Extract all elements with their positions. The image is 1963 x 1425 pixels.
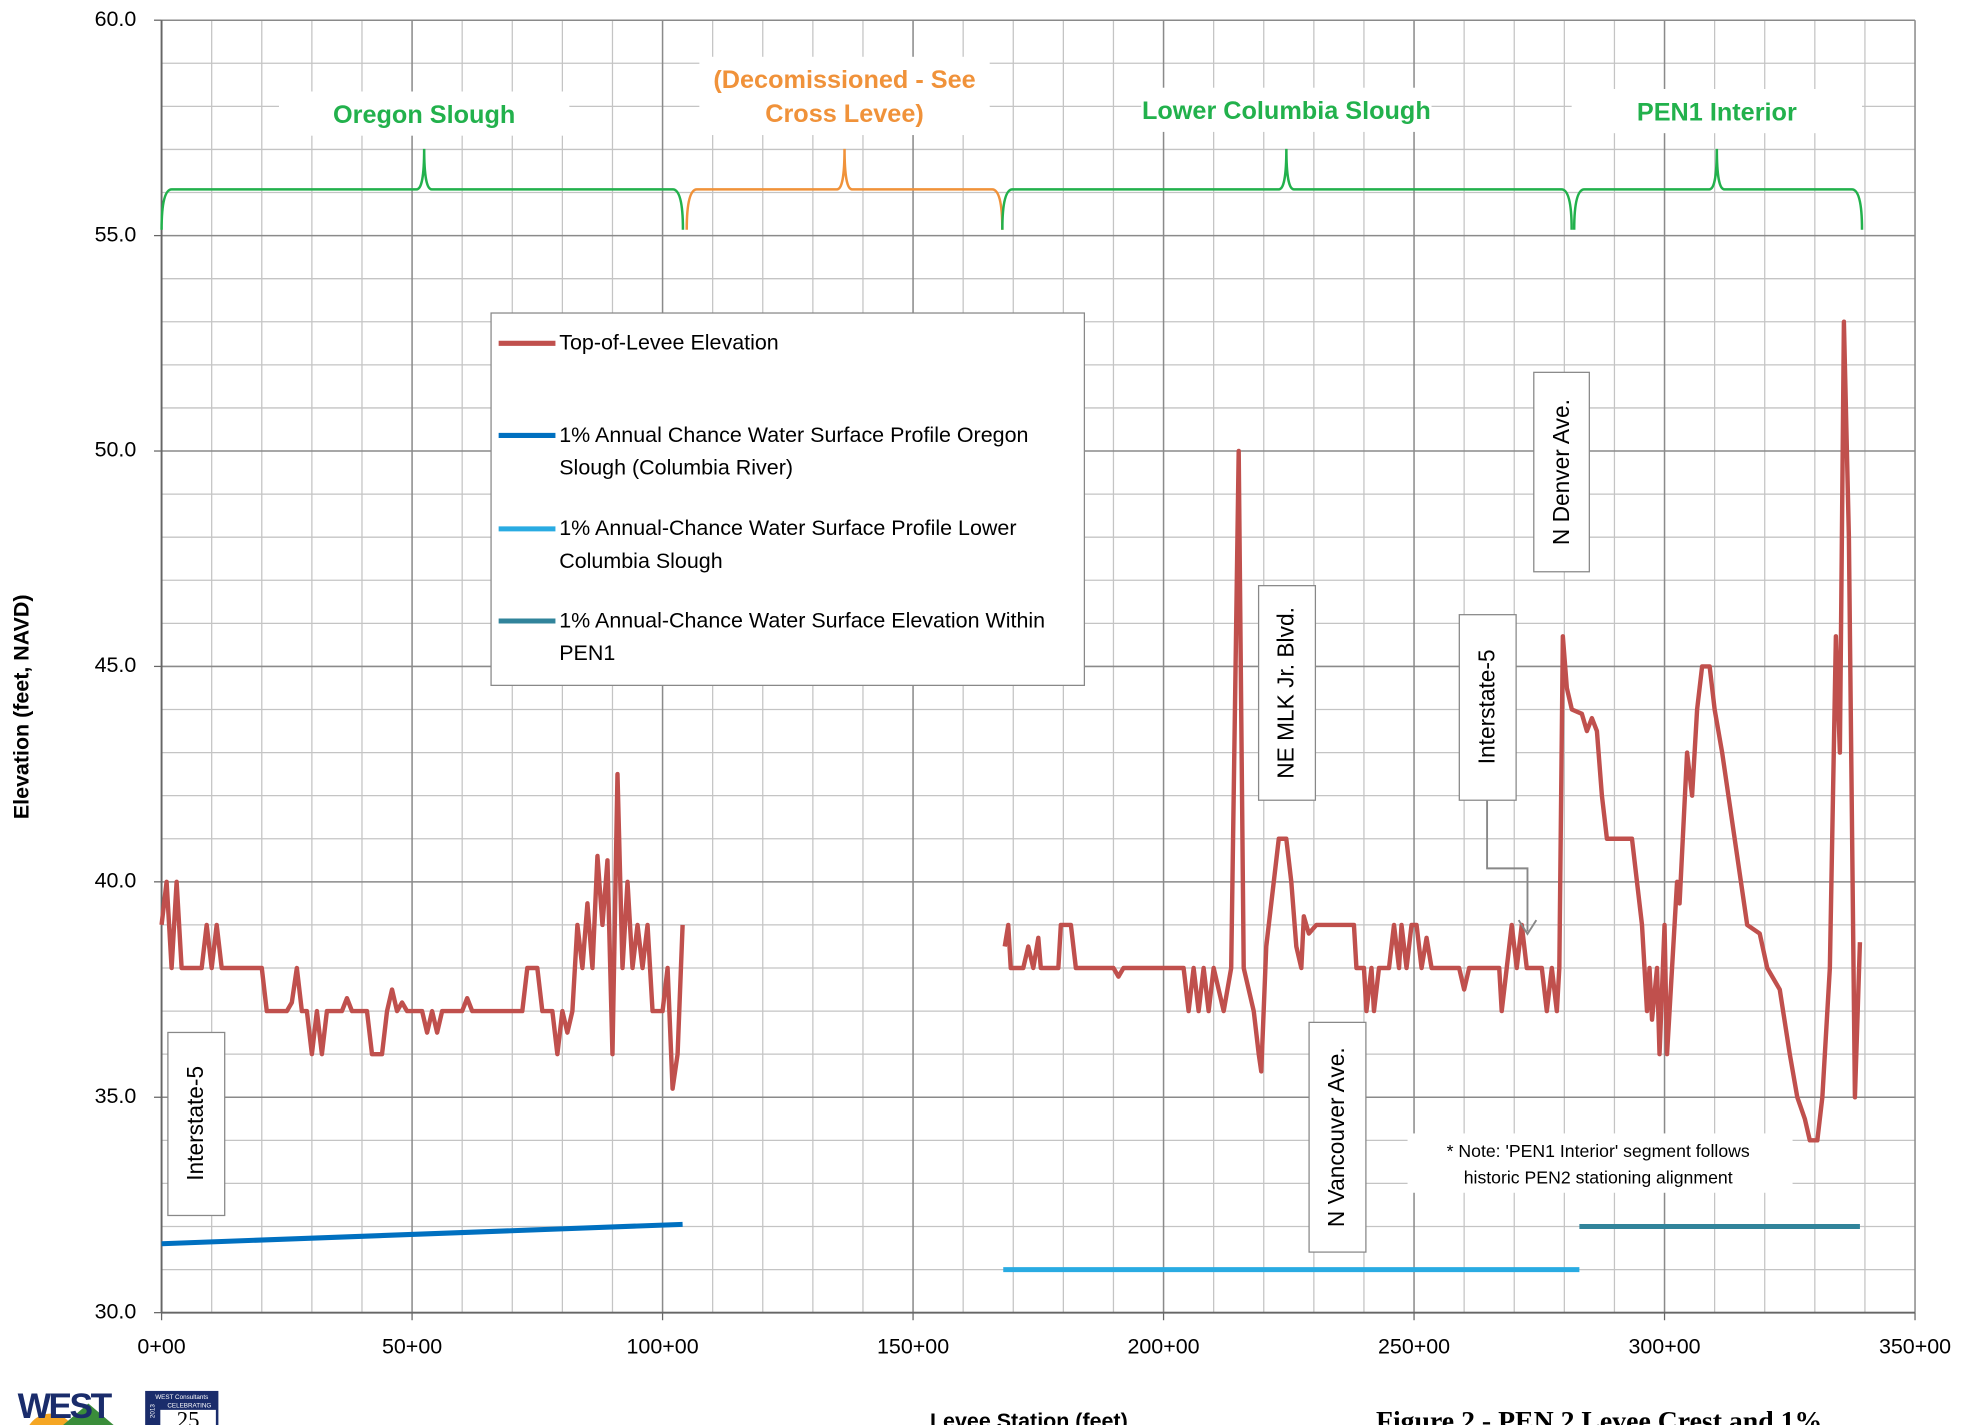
x-tick-label: 50+00: [382, 1335, 442, 1359]
section-label: PEN1 Interior: [1637, 98, 1797, 126]
legend-label: 1% Annual-Chance Water Surface Elevation…: [559, 608, 1046, 666]
legend-box: [490, 312, 1086, 686]
x-tick-label: 300+00: [1628, 1335, 1700, 1359]
figure-title: Figure 2 - PEN 2 Levee Crest and 1%: [1376, 1406, 1822, 1425]
note: historic PEN2 stationing alignment: [1464, 1168, 1733, 1188]
series-line: [159, 319, 1863, 1143]
section-bracket: [685, 148, 1004, 230]
annotations: Interstate-5 NE MLK Jr. Blvd. N Vancouve…: [167, 371, 1793, 1253]
x-tick-label: 250+00: [1378, 1335, 1450, 1359]
section-label: Cross Levee): [765, 100, 924, 128]
annotation: Interstate-5: [182, 1066, 208, 1181]
logo-number-bg: [160, 1409, 216, 1425]
arrow-head: [1517, 919, 1538, 936]
x-tick-label: 350+00: [1879, 1335, 1951, 1359]
legend-label: Top-of-Levee Elevation: [559, 330, 779, 355]
logo-company: WEST Consultants: [155, 1394, 208, 1401]
y-tick-label: 40.0: [95, 869, 137, 893]
y-tick-label: 30.0: [95, 1299, 137, 1323]
section-label-bg: [1141, 87, 1432, 132]
y-tick-label: 35.0: [95, 1084, 137, 1108]
annotation: N Denver Ave.: [1548, 399, 1574, 545]
y-tick-label: 60.0: [95, 7, 137, 31]
note: * Note: 'PEN1 Interior' segment follows: [1447, 1141, 1750, 1161]
y-tick-label: 55.0: [95, 222, 137, 246]
annotation-box: [1533, 371, 1590, 573]
legend: [498, 340, 556, 624]
x-tick-label: 150+00: [877, 1335, 949, 1359]
annotation: Interstate-5: [1473, 649, 1499, 764]
y-axis-title: Elevation (feet, NAVD): [9, 594, 33, 819]
section-bracket: [1001, 148, 1573, 230]
logo-tagline: CELEBRATING: [167, 1403, 211, 1410]
x-tick-label: 0+00: [137, 1335, 185, 1359]
series-line: [161, 1221, 683, 1247]
y-tick-label: 50.0: [95, 438, 137, 462]
logo-hill: [63, 1403, 114, 1425]
series: [159, 319, 1863, 1273]
logo-name: WEST: [18, 1387, 113, 1425]
logo: WEST WEST Consultants CELEBRATING 2013 2…: [18, 1387, 219, 1425]
annotation-box: [1458, 614, 1517, 801]
x-tick-label: 200+00: [1127, 1335, 1199, 1359]
legend-label: 1% Annual-Chance Water Surface Profile L…: [559, 516, 1017, 574]
section-brackets: Oregon Slough (Decomissioned - See Cross L…: [160, 56, 1864, 230]
annotation-box: [167, 1031, 226, 1217]
annotation-box: [1257, 585, 1317, 801]
section-label-bg: [1571, 88, 1863, 134]
y-tick-label: 45.0: [95, 653, 137, 677]
annotation: N Vancouver Ave.: [1323, 1047, 1349, 1227]
section-label: (Decomissioned - See: [713, 66, 975, 94]
annotation-arrow: [1486, 800, 1529, 932]
ticks: 0+00 50+00 100+00 150+00 200+00 250+00 300+00 3…: [95, 7, 1952, 1359]
section-bracket: [1572, 148, 1864, 230]
logo-number: 25: [177, 1408, 200, 1425]
section-bracket: [160, 148, 685, 230]
legend-inner: Top-of-Levee Elevation 1% Annual Chance …: [491, 313, 1084, 685]
section-label: Oregon Slough: [333, 101, 515, 129]
logo-year: 2013: [149, 1404, 156, 1419]
annotation: NE MLK Jr. Blvd.: [1273, 607, 1299, 779]
section-label: Lower Columbia Slough: [1142, 97, 1431, 125]
annotation-box: [1308, 1021, 1367, 1253]
section-label-bg: [278, 91, 570, 136]
legend-label: 1% Annual Chance Water Surface Profile O…: [559, 422, 1029, 480]
note-box: [1407, 1133, 1793, 1193]
logo-sun: [29, 1413, 72, 1425]
section-label-bg: [699, 56, 990, 136]
x-axis-title: Levee Station (feet): [930, 1409, 1128, 1425]
legend-text: Top-of-Levee Elevation 1% Annual Chance …: [491, 313, 1084, 685]
x-tick-label: 100+00: [626, 1335, 698, 1359]
